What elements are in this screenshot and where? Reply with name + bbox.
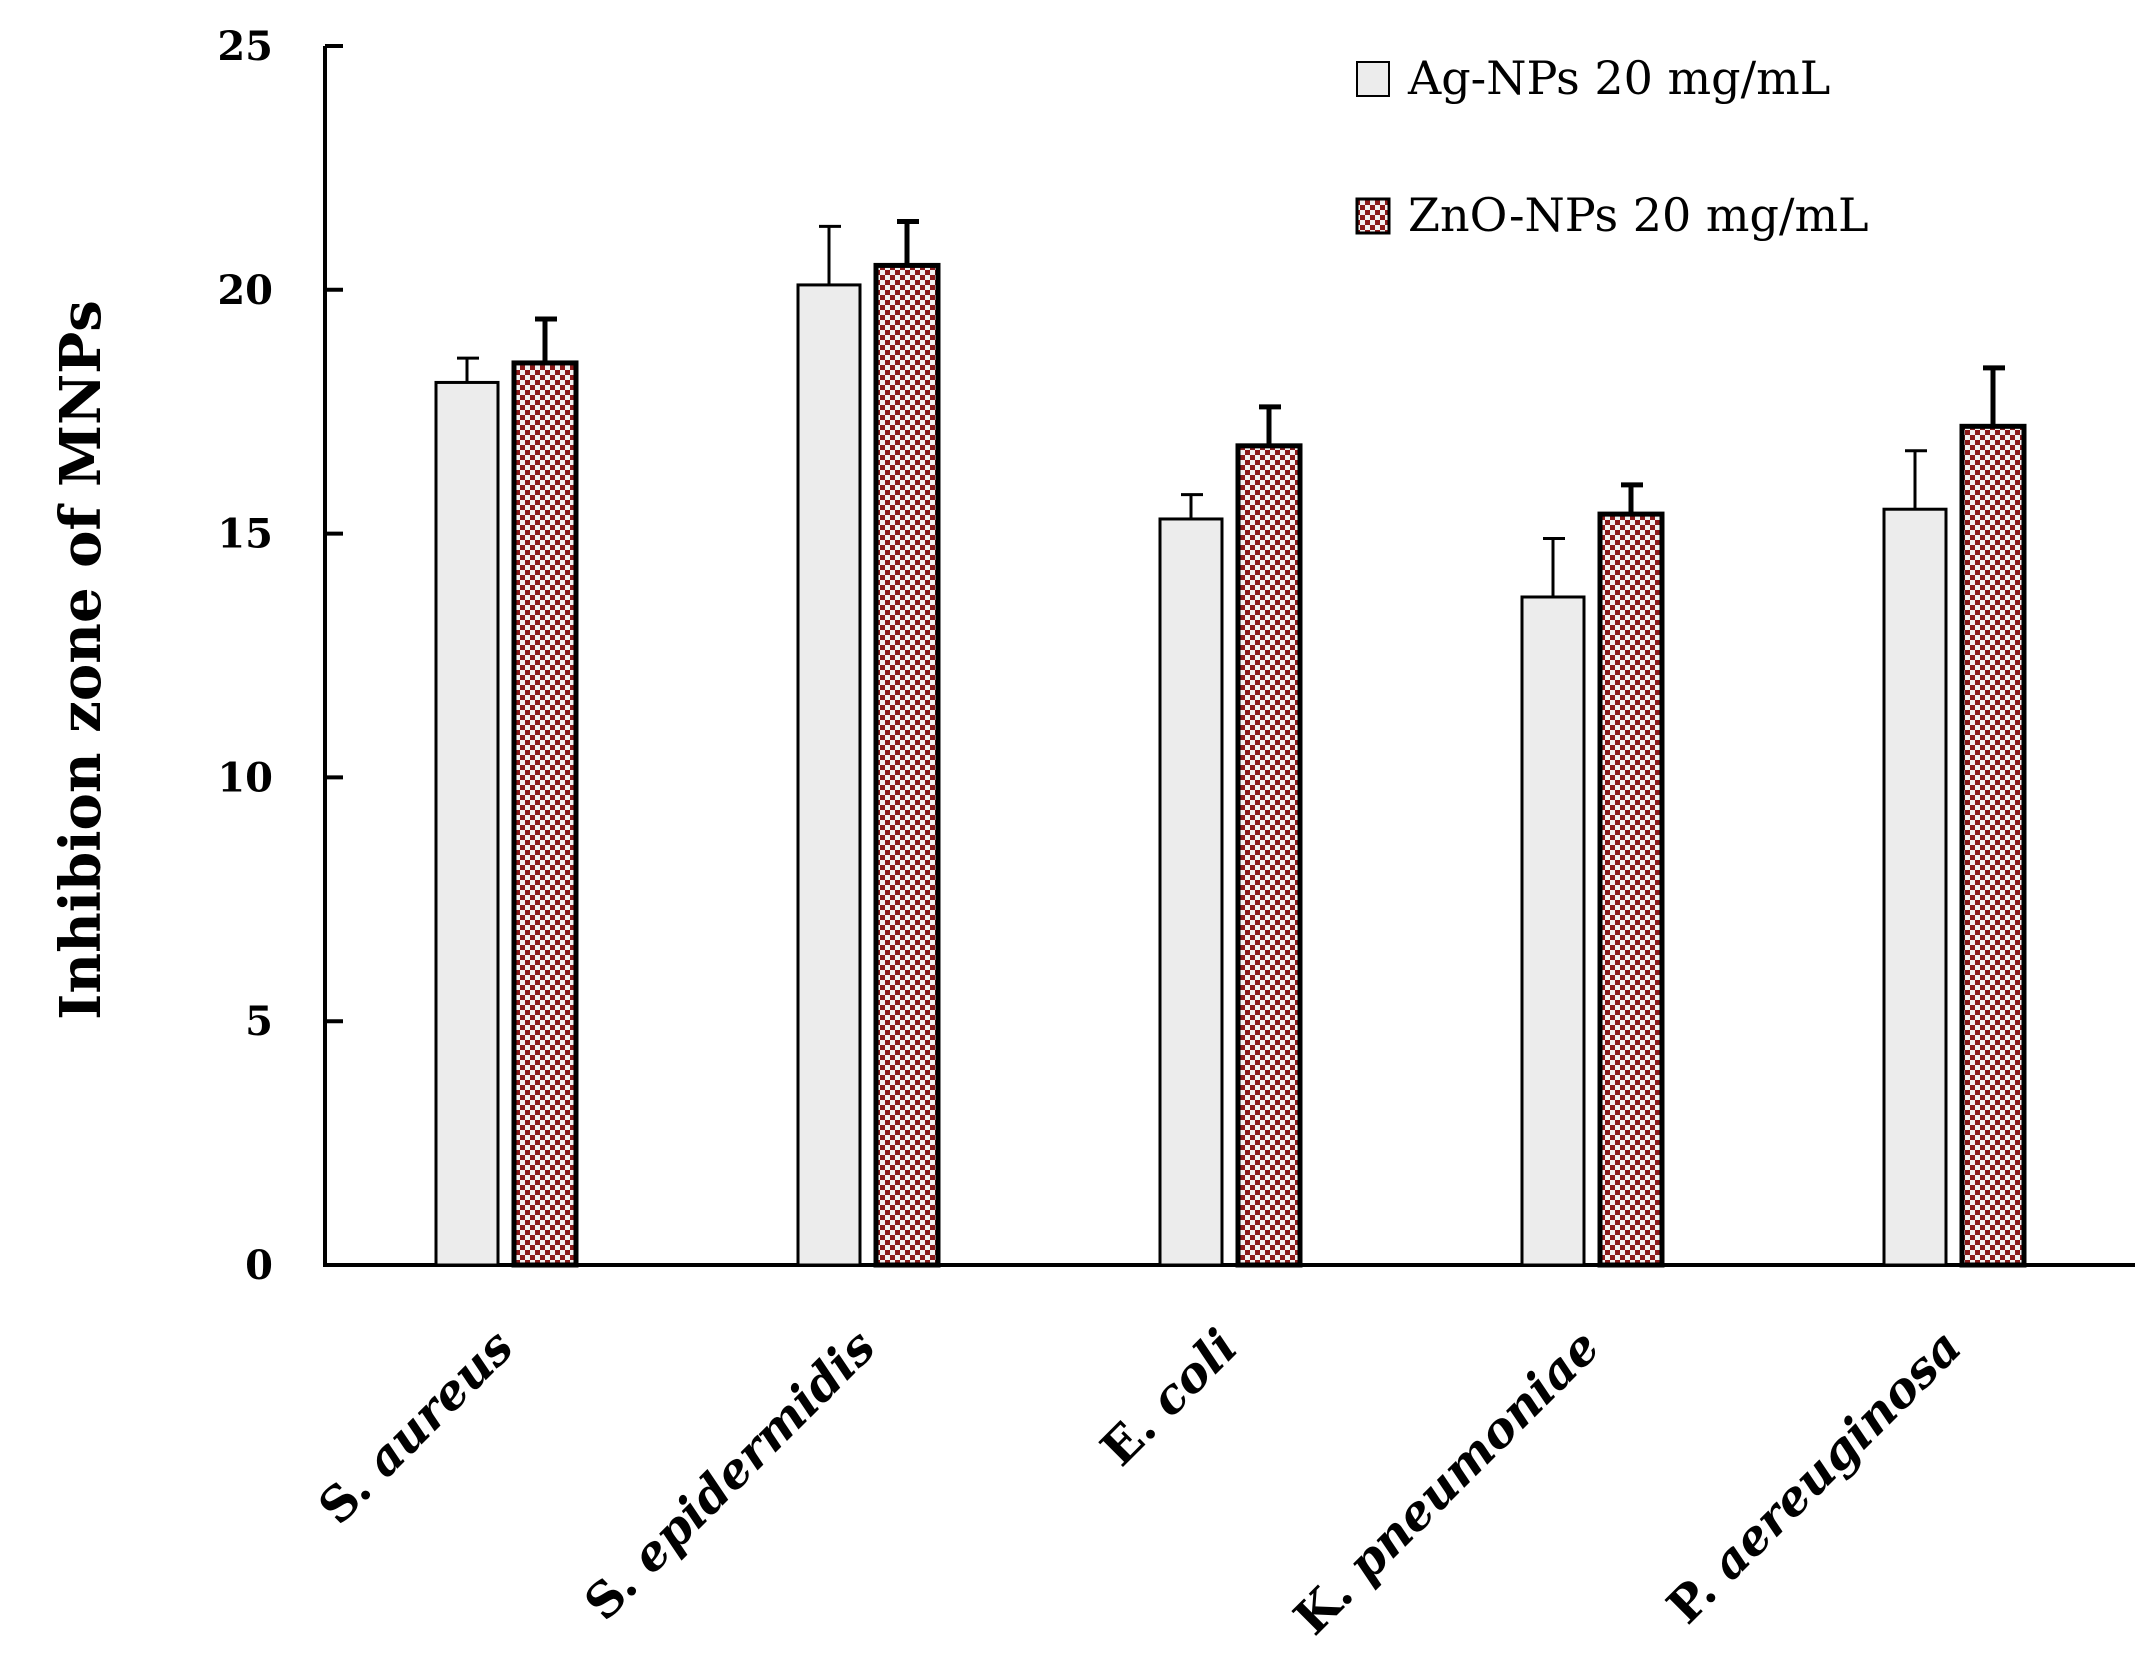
y-tick-label: 0: [245, 1242, 273, 1289]
bar-zno-nps: [1235, 443, 1303, 1268]
bar-ag-nps: [796, 283, 862, 1267]
x-category-label: S. epidermidis: [574, 1319, 887, 1632]
x-category-label: K. pneumoniae: [1283, 1319, 1610, 1646]
bar-zno-nps: [1959, 423, 2027, 1268]
category-species: aureus: [355, 1319, 525, 1489]
bar-ag-nps: [1158, 517, 1224, 1267]
category-species: aereuginosa: [1700, 1319, 1972, 1591]
legend-label-zno-nps: ZnO-NPs 20 mg/mL: [1408, 188, 1869, 242]
bar-zno-nps: [873, 262, 941, 1268]
y-tick-label: 20: [217, 267, 273, 314]
bar-zno-nps: [1597, 511, 1665, 1268]
legend-swatch-zno-nps: [1355, 197, 1391, 235]
bar-zno-nps: [511, 360, 579, 1268]
legend: Ag-NPs 20 mg/mL ZnO-NPs 20 mg/mL: [1355, 51, 1869, 242]
x-category-label: P. aereuginosa: [1657, 1319, 1973, 1635]
bar-ag-nps: [434, 380, 500, 1267]
legend-label-ag-nps: Ag-NPs 20 mg/mL: [1407, 51, 1830, 105]
bar-ag-nps: [1520, 595, 1586, 1267]
y-axis-title: Inhibion zone of MNPs: [48, 300, 114, 1020]
y-tick-label: 15: [217, 511, 273, 558]
x-category-label: S. aureus: [308, 1319, 524, 1535]
y-tick-label: 25: [217, 23, 273, 70]
y-tick-label: 10: [217, 754, 273, 801]
y-tick-label: 5: [245, 998, 273, 1045]
bar-ag-nps: [1882, 507, 1948, 1267]
category-species: epidermidis: [621, 1319, 887, 1585]
category-species: pneumoniae: [1336, 1319, 1610, 1593]
legend-swatch-ag-nps: [1356, 61, 1390, 97]
x-category-label: E. coli: [1090, 1319, 1248, 1477]
